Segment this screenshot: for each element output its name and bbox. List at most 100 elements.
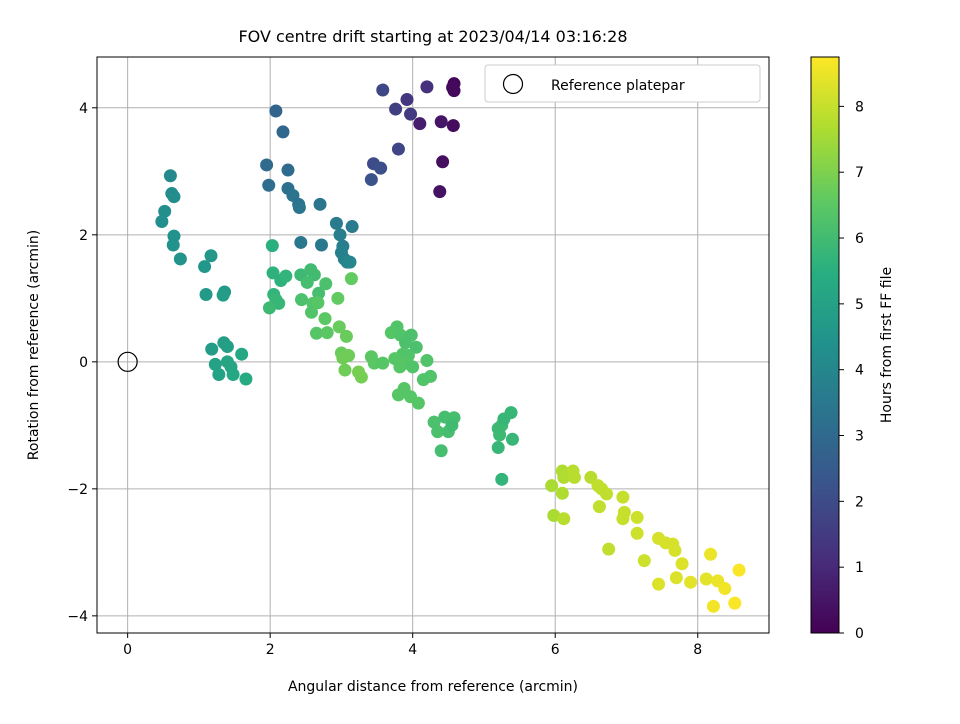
colorbar-tick-label: 3 bbox=[855, 429, 864, 445]
y-tick-label: −4 bbox=[67, 609, 88, 625]
data-point bbox=[411, 396, 425, 410]
data-point bbox=[332, 320, 346, 334]
data-points bbox=[155, 77, 746, 613]
data-point bbox=[320, 326, 334, 340]
data-point bbox=[319, 277, 333, 291]
data-point bbox=[567, 470, 581, 484]
x-axis-ticks: 0 2 4 6 8 bbox=[123, 633, 702, 658]
data-point bbox=[300, 275, 314, 289]
data-point bbox=[265, 239, 279, 253]
data-point bbox=[491, 441, 505, 455]
colorbar-tick-label: 2 bbox=[855, 494, 864, 510]
data-point bbox=[445, 418, 459, 432]
data-point bbox=[344, 272, 358, 286]
data-point bbox=[404, 328, 418, 342]
data-point bbox=[557, 470, 571, 484]
data-point bbox=[318, 312, 332, 326]
data-point bbox=[292, 201, 306, 215]
data-point bbox=[545, 479, 559, 493]
legend-box bbox=[484, 64, 761, 103]
data-point bbox=[684, 575, 698, 589]
data-point bbox=[167, 190, 181, 204]
data-point bbox=[652, 577, 666, 591]
data-point bbox=[198, 260, 212, 274]
legend-marker-reference bbox=[502, 73, 524, 95]
data-point bbox=[637, 554, 651, 568]
data-point bbox=[333, 228, 347, 242]
data-point bbox=[391, 142, 405, 156]
data-point bbox=[600, 487, 614, 501]
y-tick-label: 4 bbox=[79, 101, 88, 117]
data-point bbox=[505, 432, 519, 446]
data-point bbox=[431, 425, 445, 439]
chart-title: FOV centre drift starting at 2023/04/14 … bbox=[238, 27, 627, 46]
data-point bbox=[314, 238, 328, 252]
data-point bbox=[158, 204, 172, 218]
data-point bbox=[163, 169, 177, 183]
data-point bbox=[732, 563, 746, 577]
data-point bbox=[557, 512, 571, 526]
data-point bbox=[235, 347, 249, 361]
data-point bbox=[311, 296, 325, 310]
data-point bbox=[433, 185, 447, 199]
colorbar-gradient bbox=[810, 56, 840, 634]
data-point bbox=[313, 197, 327, 211]
data-point bbox=[199, 288, 213, 302]
y-axis-ticks: −4 −2 0 2 4 bbox=[67, 101, 97, 625]
x-tick-label: 8 bbox=[693, 642, 702, 658]
data-point bbox=[204, 249, 218, 263]
data-point bbox=[495, 472, 509, 486]
data-point bbox=[309, 326, 323, 340]
x-tick-label: 4 bbox=[408, 642, 417, 658]
data-point bbox=[262, 178, 276, 192]
data-point bbox=[436, 155, 450, 169]
data-point bbox=[602, 542, 616, 556]
y-tick-label: 2 bbox=[79, 228, 88, 244]
data-point bbox=[262, 301, 276, 315]
reference-platepar-marker bbox=[117, 351, 138, 372]
data-point bbox=[276, 125, 290, 139]
data-point bbox=[424, 369, 438, 383]
legend: Reference platepar bbox=[484, 64, 761, 103]
data-point bbox=[404, 107, 418, 121]
colorbar: 0 1 2 3 4 5 6 7 8 Hours from first FF file bbox=[810, 56, 895, 642]
x-tick-label: 6 bbox=[551, 642, 560, 658]
colorbar-label: Hours from first FF file bbox=[879, 267, 895, 423]
reference-marker-layer bbox=[117, 351, 138, 372]
data-point bbox=[376, 356, 390, 370]
colorbar-tick-label: 0 bbox=[855, 626, 864, 642]
data-point bbox=[630, 526, 644, 540]
data-point bbox=[212, 368, 226, 382]
data-point bbox=[343, 255, 357, 269]
data-point bbox=[338, 363, 352, 377]
data-point bbox=[434, 115, 448, 129]
x-tick-label: 2 bbox=[266, 642, 275, 658]
data-point bbox=[706, 599, 720, 613]
data-point bbox=[446, 80, 460, 94]
data-point bbox=[704, 547, 718, 561]
data-point bbox=[400, 93, 414, 107]
y-tick-label: −2 bbox=[67, 482, 88, 498]
colorbar-tick-label: 1 bbox=[855, 560, 864, 576]
data-point bbox=[374, 161, 388, 175]
data-point bbox=[155, 214, 169, 228]
x-axis-label: Angular distance from reference (arcmin) bbox=[288, 679, 578, 695]
colorbar-tick-label: 8 bbox=[855, 99, 864, 115]
data-point bbox=[630, 510, 644, 524]
data-point bbox=[364, 173, 378, 187]
x-tick-label: 0 bbox=[123, 642, 132, 658]
data-point bbox=[173, 252, 187, 266]
colorbar-tick-label: 6 bbox=[855, 231, 864, 247]
data-point bbox=[226, 368, 240, 382]
data-point bbox=[329, 216, 343, 230]
data-point bbox=[389, 102, 403, 116]
data-point bbox=[592, 500, 606, 514]
data-point bbox=[294, 235, 308, 249]
data-point bbox=[446, 119, 460, 133]
data-point bbox=[166, 238, 180, 252]
data-point bbox=[260, 158, 274, 172]
data-point bbox=[420, 354, 434, 368]
data-point bbox=[718, 582, 732, 596]
